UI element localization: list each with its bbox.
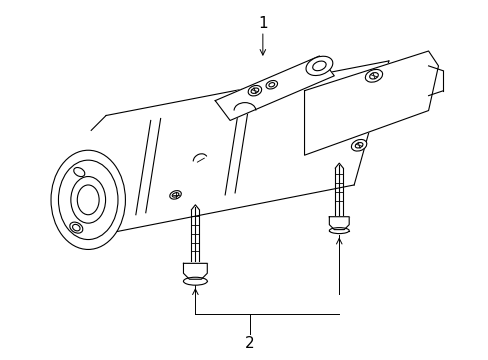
Ellipse shape: [312, 61, 325, 71]
Ellipse shape: [355, 143, 362, 148]
Polygon shape: [183, 264, 207, 279]
Ellipse shape: [70, 222, 82, 233]
Ellipse shape: [305, 56, 332, 76]
Ellipse shape: [248, 85, 261, 96]
Polygon shape: [304, 51, 438, 155]
Text: 2: 2: [244, 336, 254, 351]
Ellipse shape: [250, 88, 258, 93]
Polygon shape: [328, 217, 348, 230]
Ellipse shape: [77, 185, 99, 215]
Polygon shape: [215, 56, 334, 121]
Ellipse shape: [328, 228, 348, 234]
Ellipse shape: [51, 150, 125, 249]
Ellipse shape: [71, 176, 105, 223]
Ellipse shape: [169, 191, 181, 199]
Ellipse shape: [74, 167, 84, 177]
Text: 1: 1: [258, 16, 267, 31]
Ellipse shape: [172, 193, 179, 197]
Ellipse shape: [365, 69, 382, 82]
Ellipse shape: [72, 224, 80, 231]
Ellipse shape: [265, 81, 277, 89]
Ellipse shape: [268, 82, 274, 87]
Ellipse shape: [183, 277, 207, 285]
Ellipse shape: [369, 73, 378, 79]
Ellipse shape: [59, 160, 118, 239]
Ellipse shape: [351, 139, 366, 151]
